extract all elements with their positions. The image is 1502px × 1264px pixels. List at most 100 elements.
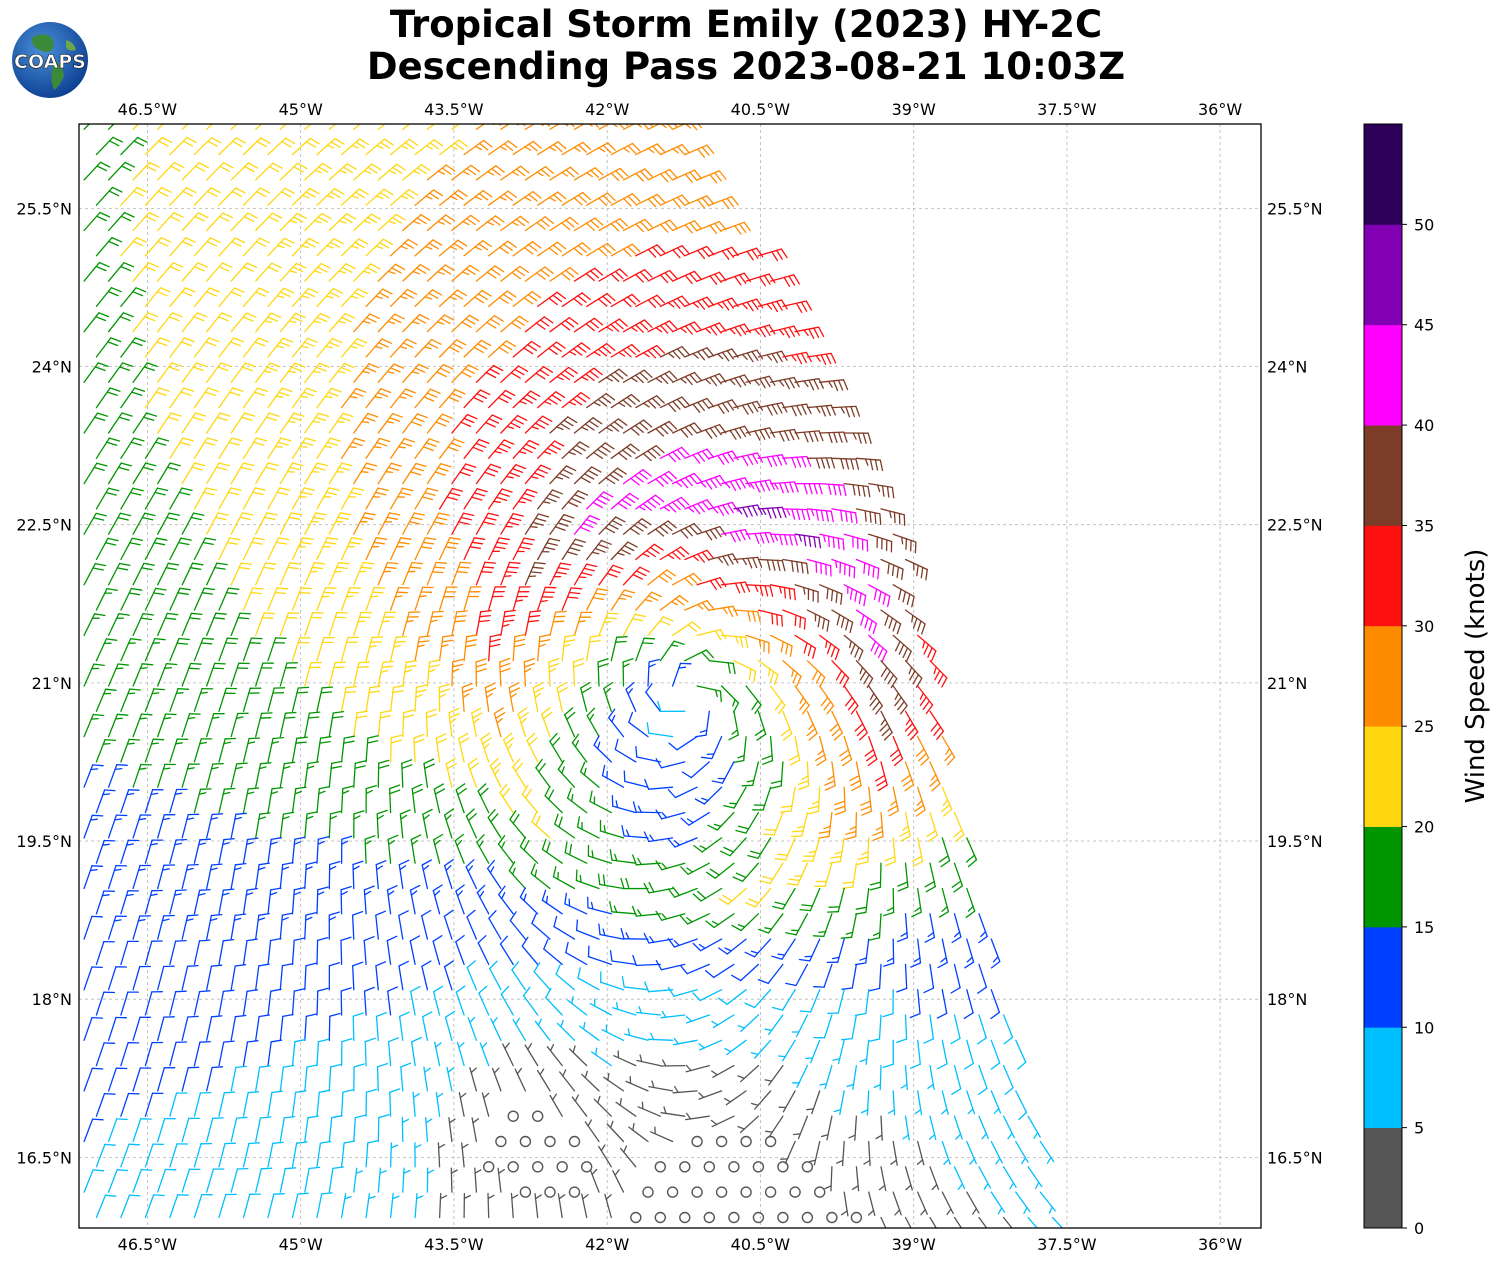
wind-barb (438, 634, 454, 662)
wind-barb (353, 462, 378, 485)
wind-barb (438, 537, 461, 561)
longitude-tick-label: 36°W (1198, 100, 1242, 119)
wind-barb (568, 1045, 588, 1067)
wind-barb (157, 1117, 176, 1143)
wind-barb (255, 963, 270, 991)
wind-barb (798, 938, 821, 962)
wind-barb (654, 1161, 666, 1173)
wind-barb (423, 758, 435, 788)
wind-barb (831, 508, 858, 524)
wind-barb (549, 266, 579, 282)
wind-barb (340, 835, 353, 864)
wind-barb (132, 965, 151, 991)
wind-barb (929, 710, 945, 740)
wind-barb (95, 587, 119, 611)
wind-barb (451, 124, 477, 130)
wind-barb (230, 964, 247, 991)
wind-barb (107, 713, 129, 738)
wind-barb (455, 884, 465, 915)
wind-barb (561, 391, 591, 409)
wind-barb (892, 634, 912, 662)
wind-barb (484, 682, 497, 712)
wind-barb (622, 218, 653, 233)
wind-barb (757, 402, 788, 416)
wind-barb (365, 288, 393, 308)
wind-barb (95, 1092, 116, 1117)
wind-barb (144, 1092, 164, 1117)
wind-barb (120, 337, 146, 358)
wind-barb (291, 736, 308, 763)
wind-barb (750, 1039, 772, 1059)
wind-barb (612, 1001, 637, 1016)
wind-barb (365, 388, 392, 409)
wind-barb (410, 834, 422, 864)
wind-barb (708, 297, 739, 311)
wind-barb (291, 1039, 306, 1067)
wind-barb (526, 732, 539, 763)
wind-barb (328, 163, 357, 181)
wind-barb (267, 937, 282, 966)
wind-barb (586, 539, 612, 561)
wind-barb (461, 1142, 469, 1168)
wind-barb (1027, 1115, 1041, 1139)
wind-barb (267, 437, 292, 459)
wind-barb (924, 862, 936, 893)
wind-barb (169, 889, 187, 915)
wind-barb (353, 661, 371, 687)
wind-barb (623, 770, 649, 788)
wind-barb (761, 735, 774, 765)
longitude-labels-top: 46.5°W 45°W 43.5°W 42°W 40.5°W 39°W 37.5°W 36°W (118, 100, 1243, 119)
wind-barb (512, 390, 541, 409)
wind-barb (365, 1193, 376, 1219)
wind-barb (230, 312, 257, 333)
wind-barb (255, 412, 280, 434)
wind-barb (819, 1064, 833, 1090)
wind-barb (242, 687, 262, 712)
wind-barb (635, 244, 666, 258)
wind-barb (218, 337, 245, 358)
graticule (79, 124, 1261, 1228)
wind-barb (450, 1167, 458, 1193)
wind-barb (340, 987, 352, 1016)
wind-barb (181, 763, 200, 788)
wind-barb (892, 685, 908, 715)
wind-barb (745, 273, 776, 287)
wind-barb (402, 163, 431, 181)
wind-barb (83, 124, 91, 130)
wind-barb (353, 561, 375, 586)
wind-barb (708, 553, 739, 566)
wind-barb (549, 610, 567, 637)
wind-barb (684, 347, 715, 361)
wind-barb (514, 1067, 527, 1092)
wind-barb (691, 1135, 703, 1148)
wind-barb (512, 439, 540, 459)
wind-barb (769, 274, 800, 288)
wind-barb (157, 914, 175, 940)
wind-barb (502, 1042, 514, 1067)
wind-barb (328, 1115, 343, 1143)
wind-barb (389, 437, 415, 459)
wind-barb (377, 462, 402, 485)
colorbar-tick-label: 5 (1414, 1119, 1424, 1138)
wind-barb (353, 313, 380, 333)
wind-barb (425, 1116, 433, 1143)
wind-barb (181, 662, 202, 687)
wind-barb (904, 609, 926, 635)
wind-barb (169, 1194, 189, 1219)
wind-barb (860, 1090, 870, 1116)
wind-barb (564, 841, 588, 864)
wind-barb (255, 312, 282, 333)
wind-barb (880, 609, 902, 635)
wind-barb (883, 887, 895, 917)
wind-barb (414, 635, 431, 662)
wind-barb (660, 1059, 686, 1067)
wind-barb (120, 1042, 140, 1067)
wind-barb (255, 262, 282, 282)
wind-barb (304, 911, 317, 940)
wind-barb (475, 609, 492, 637)
wind-barb (610, 193, 641, 207)
wind-barb (291, 786, 307, 814)
wind-barb (896, 913, 909, 943)
wind-barb (230, 562, 253, 586)
wind-barb (684, 448, 715, 464)
